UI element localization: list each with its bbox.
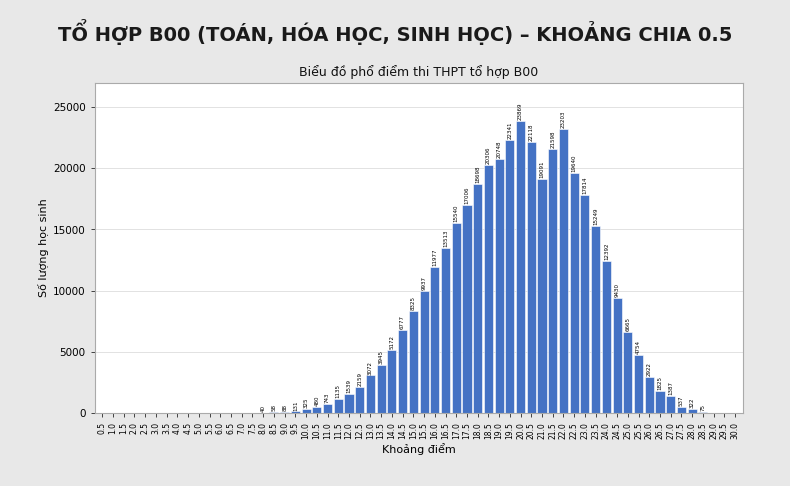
Text: 743: 743 [325, 393, 330, 403]
Bar [602, 261, 611, 413]
Bar [612, 298, 622, 413]
Text: 1135: 1135 [336, 384, 340, 398]
Bar [462, 205, 472, 413]
Text: 22118: 22118 [529, 124, 534, 141]
Bar [291, 412, 300, 413]
Text: 17814: 17814 [582, 176, 588, 194]
Bar [344, 394, 354, 413]
Text: 2922: 2922 [647, 363, 652, 376]
Bar [698, 412, 708, 413]
Bar [623, 331, 633, 413]
Bar [506, 139, 514, 413]
Bar [548, 149, 557, 413]
Text: TỔ HỢP B00 (TOÁN, HÓA HỌC, SINH HỌC) – KHOẢNG CHIA 0.5: TỔ HỢP B00 (TOÁN, HÓA HỌC, SINH HỌC) – K… [58, 19, 732, 45]
Bar [570, 173, 579, 413]
Title: Biểu đồ phổ điểm thi THPT tổ hợp B00: Biểu đồ phổ điểm thi THPT tổ hợp B00 [299, 65, 538, 79]
Bar [473, 184, 482, 413]
Text: 325: 325 [303, 398, 309, 408]
Text: 15540: 15540 [453, 205, 459, 222]
Bar [687, 409, 697, 413]
Bar [398, 330, 407, 413]
Text: 23203: 23203 [561, 111, 566, 128]
Bar [527, 142, 536, 413]
Bar [387, 350, 397, 413]
Bar [452, 223, 461, 413]
Text: 13513: 13513 [443, 229, 448, 247]
Bar [634, 355, 643, 413]
Bar [559, 129, 568, 413]
Text: 11977: 11977 [432, 248, 438, 265]
Text: 8325: 8325 [411, 296, 416, 310]
Bar [656, 391, 664, 413]
Text: 1825: 1825 [657, 376, 663, 390]
Text: 15249: 15249 [593, 208, 598, 226]
Text: 18698: 18698 [476, 166, 480, 183]
Bar [366, 376, 375, 413]
Text: 23869: 23869 [518, 103, 523, 120]
Bar [516, 121, 525, 413]
Text: 5172: 5172 [389, 335, 394, 349]
X-axis label: Khoảng điểm: Khoảng điểm [382, 443, 456, 455]
Text: 4754: 4754 [636, 340, 641, 354]
Text: 9937: 9937 [422, 277, 427, 291]
Text: 20306: 20306 [486, 146, 491, 164]
Bar [441, 248, 450, 413]
Text: 21598: 21598 [551, 130, 555, 148]
Bar [408, 311, 418, 413]
Bar [666, 396, 675, 413]
Bar [280, 412, 289, 413]
Text: 88: 88 [282, 404, 287, 411]
Text: 58: 58 [272, 404, 276, 412]
Text: 20748: 20748 [497, 140, 502, 158]
Text: 3072: 3072 [368, 361, 373, 375]
Text: 19640: 19640 [572, 154, 577, 172]
Text: 75: 75 [701, 404, 705, 411]
Text: 480: 480 [314, 396, 319, 406]
Bar [333, 399, 343, 413]
Bar [537, 179, 547, 413]
Text: 322: 322 [690, 398, 694, 408]
Text: 6777: 6777 [400, 315, 405, 329]
Text: 17006: 17006 [465, 187, 469, 204]
Bar [645, 377, 654, 413]
Bar [323, 404, 332, 413]
Bar [581, 195, 589, 413]
Text: 6665: 6665 [626, 316, 630, 330]
Text: 12392: 12392 [604, 243, 609, 260]
Bar [677, 406, 686, 413]
Bar [483, 165, 493, 413]
Bar [356, 387, 364, 413]
Bar [312, 407, 322, 413]
Bar [495, 159, 504, 413]
Text: 1387: 1387 [668, 381, 673, 395]
Text: 537: 537 [679, 395, 684, 405]
Bar [431, 266, 439, 413]
Text: 9430: 9430 [615, 283, 619, 296]
Bar [377, 365, 386, 413]
Text: 2159: 2159 [357, 372, 362, 386]
Text: 131: 131 [293, 400, 298, 411]
Bar [591, 226, 600, 413]
Text: 22341: 22341 [507, 121, 513, 139]
Bar [302, 409, 310, 413]
Text: 19091: 19091 [540, 161, 544, 178]
Bar [419, 292, 429, 413]
Y-axis label: Số lượng học sinh: Số lượng học sinh [38, 198, 49, 297]
Text: 1539: 1539 [347, 379, 352, 393]
Text: 3945: 3945 [378, 350, 384, 364]
Text: 40: 40 [261, 405, 265, 412]
